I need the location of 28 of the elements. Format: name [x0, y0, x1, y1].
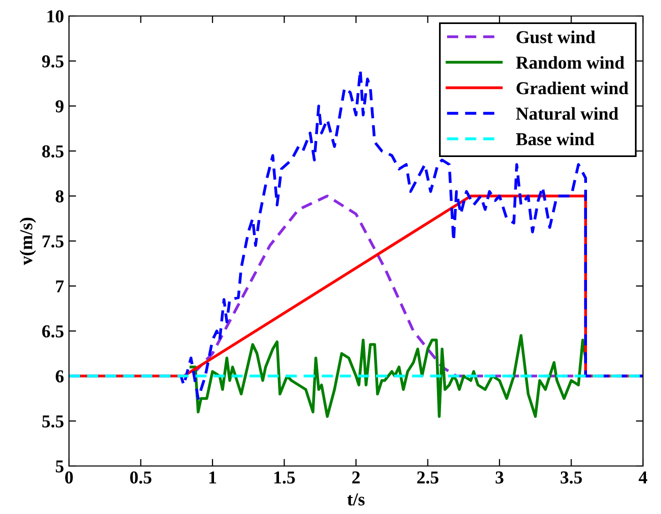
x-tick-label: 2: [352, 471, 360, 484]
y-tick-label: 7.5: [42, 235, 64, 248]
y-tick-label: 6: [56, 370, 64, 382]
y-tick-label: 8.5: [42, 145, 64, 158]
x-tick-label: 3: [496, 471, 504, 484]
y-tick-label: 5.5: [42, 415, 64, 428]
y-tick-label: 10: [48, 10, 64, 22]
legend-label: Gradient wind: [516, 82, 628, 94]
y-tick-label: 9.5: [42, 55, 64, 68]
legend-label: Gust wind: [516, 30, 596, 44]
y-tick-label: 8: [56, 190, 64, 202]
y-tick-label: 7: [56, 280, 64, 292]
y-tick-label: 9: [56, 100, 64, 112]
x-tick-label: 3.5: [560, 471, 582, 484]
x-axis-title: t/s: [347, 493, 365, 506]
legend-label: Base wind: [516, 132, 594, 146]
x-tick-label: 1: [209, 471, 216, 484]
x-tick-label: 0: [65, 471, 73, 484]
y-axis-title: v(m/s): [20, 218, 36, 266]
x-tick-label: 4: [638, 472, 648, 484]
x-tick-label: 1.5: [274, 471, 295, 484]
x-tick-label: 2.5: [417, 471, 438, 484]
y-tick-label: 5: [56, 460, 64, 472]
legend-label: Natural wind: [516, 107, 618, 120]
line-series: [190, 334, 587, 418]
legend-label: Random wind: [516, 56, 624, 69]
y-tick-label: 6.5: [42, 325, 64, 338]
x-tick-label: 0.5: [130, 471, 152, 484]
